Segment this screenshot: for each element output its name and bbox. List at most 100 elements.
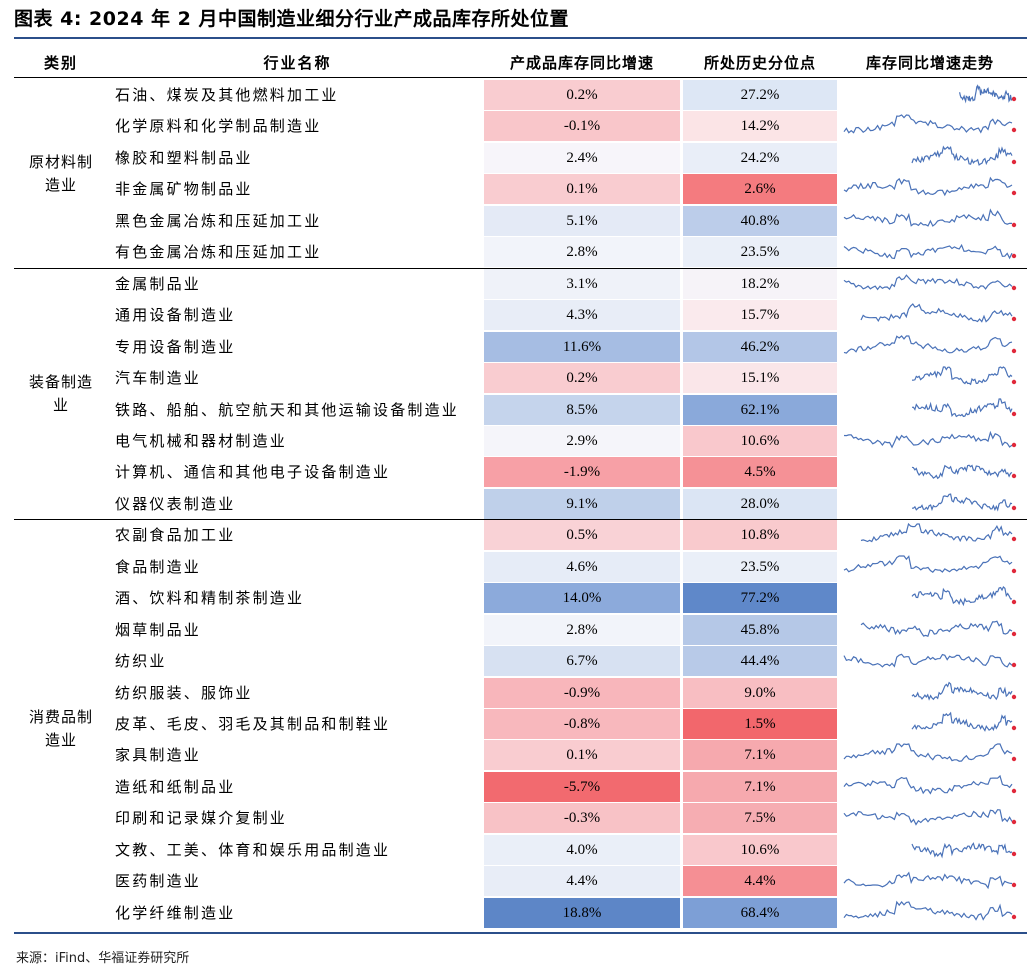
yoy-cell: -0.1% bbox=[484, 111, 680, 141]
percentile-cell: 10.6% bbox=[683, 426, 837, 456]
percentile-cell: 23.5% bbox=[683, 552, 837, 582]
percentile-cell: 68.4% bbox=[683, 898, 837, 928]
industry-name: 农副食品加工业 bbox=[115, 526, 236, 544]
percentile-cell: 4.4% bbox=[683, 866, 837, 896]
yoy-cell: 2.4% bbox=[484, 143, 680, 173]
industry-name: 化学纤维制造业 bbox=[115, 904, 236, 922]
trend-sparkline bbox=[843, 114, 1017, 134]
yoy-cell: 14.0% bbox=[484, 583, 680, 613]
sparkline-end-dot bbox=[1011, 285, 1017, 291]
sparkline-path bbox=[843, 114, 1013, 134]
group-label-line1: 原材料制 bbox=[28, 153, 93, 171]
group-label-line2: 造业 bbox=[44, 731, 77, 749]
percentile-cell: 9.0% bbox=[683, 678, 837, 708]
yoy-cell: 5.1% bbox=[484, 206, 680, 236]
sparkline-end-dot bbox=[1011, 536, 1017, 542]
trend-sparkline bbox=[860, 522, 1017, 543]
yoy-cell: -0.8% bbox=[484, 709, 680, 739]
sparkline-path bbox=[843, 335, 1013, 354]
sparkline-path bbox=[860, 303, 1013, 323]
industry-name: 金属制品业 bbox=[115, 275, 202, 293]
industry-name: 黑色金属冶炼和压延加工业 bbox=[115, 212, 322, 230]
trend-sparkline bbox=[911, 398, 1017, 418]
trend-sparkline bbox=[843, 430, 1017, 449]
industry-name: 铁路、船舶、航空航天和其他运输设备制造业 bbox=[115, 401, 460, 419]
trend-sparkline bbox=[911, 711, 1017, 732]
sparkline-path bbox=[843, 900, 1013, 921]
top-rule bbox=[14, 37, 1027, 39]
industry-name: 通用设备制造业 bbox=[115, 306, 236, 324]
industry-name: 计算机、通信和其他电子设备制造业 bbox=[115, 463, 391, 481]
percentile-cell: 7.5% bbox=[683, 803, 837, 833]
yoy-cell: 0.2% bbox=[484, 363, 680, 393]
industry-name: 有色金属冶炼和压延加工业 bbox=[115, 243, 322, 261]
sparkline-path bbox=[843, 274, 1013, 291]
percentile-cell: 15.1% bbox=[683, 363, 837, 393]
group-label-line1: 装备制造 bbox=[28, 373, 93, 391]
header-industry: 行业名称 bbox=[263, 54, 332, 72]
percentile-cell: 2.6% bbox=[683, 174, 837, 204]
industry-name: 烟草制品业 bbox=[115, 621, 202, 639]
industry-name: 纺织服装、服饰业 bbox=[115, 684, 253, 702]
sparkline-end-dot bbox=[1011, 411, 1017, 417]
sparkline-end-dot bbox=[1011, 127, 1017, 133]
yoy-cell: -0.3% bbox=[484, 803, 680, 833]
trend-sparkline bbox=[843, 774, 1017, 795]
industry-name: 化学原料和化学制品制造业 bbox=[115, 117, 322, 135]
sparkline-end-dot bbox=[1011, 694, 1017, 700]
sparkline-path bbox=[911, 842, 1013, 859]
sparkline-end-dot bbox=[1011, 159, 1017, 165]
percentile-cell: 18.2% bbox=[683, 269, 837, 299]
sparkline-end-dot bbox=[1011, 599, 1017, 605]
industry-name: 印刷和记录媒介复制业 bbox=[115, 809, 288, 827]
percentile-cell: 10.8% bbox=[683, 520, 837, 550]
yoy-cell: 4.3% bbox=[484, 300, 680, 330]
sparkline-path bbox=[843, 809, 1013, 826]
sparkline-path bbox=[843, 430, 1013, 449]
industry-name: 家具制造业 bbox=[115, 746, 202, 764]
trend-sparkline bbox=[843, 335, 1017, 354]
sparkline-end-dot bbox=[1011, 756, 1017, 762]
sparkline-path bbox=[959, 84, 1013, 104]
sparkline-path bbox=[911, 145, 1013, 166]
trend-sparkline bbox=[911, 464, 1017, 480]
yoy-cell: 2.9% bbox=[484, 426, 680, 456]
sparkline-end-dot bbox=[1011, 788, 1017, 794]
sparkline-path bbox=[860, 522, 1013, 543]
sparkline-end-dot bbox=[1011, 505, 1017, 511]
yoy-cell: 0.5% bbox=[484, 520, 680, 550]
trend-sparkline bbox=[843, 743, 1017, 762]
percentile-cell: 45.8% bbox=[683, 615, 837, 645]
yoy-cell: 4.0% bbox=[484, 835, 680, 865]
sparkline-end-dot bbox=[1011, 348, 1017, 354]
trend-sparkline bbox=[843, 871, 1017, 890]
trend-sparkline bbox=[843, 555, 1017, 574]
sparkline-path bbox=[911, 681, 1013, 701]
sparkline-end-dot bbox=[1011, 882, 1017, 888]
percentile-cell: 7.1% bbox=[683, 740, 837, 770]
group-label-line2: 业 bbox=[52, 396, 69, 414]
trend-sparkline bbox=[911, 681, 1017, 701]
group-rule-1 bbox=[14, 268, 1027, 269]
header-category: 类别 bbox=[43, 54, 78, 72]
percentile-cell: 40.8% bbox=[683, 206, 837, 236]
yoy-cell: 6.7% bbox=[484, 646, 680, 676]
bottom-rule bbox=[14, 932, 1027, 934]
percentile-cell: 15.7% bbox=[683, 300, 837, 330]
sparkline-end-dot bbox=[1011, 662, 1017, 668]
trend-sparkline bbox=[843, 208, 1017, 228]
sparkline-path bbox=[843, 653, 1013, 668]
trend-sparkline bbox=[843, 653, 1017, 668]
industry-name: 汽车制造业 bbox=[115, 369, 202, 387]
industry-name: 石油、煤炭及其他燃料加工业 bbox=[115, 86, 339, 104]
industry-name: 非金属矿物制品业 bbox=[115, 180, 253, 198]
trend-sparkline bbox=[843, 176, 1017, 197]
sparkline-path bbox=[911, 711, 1013, 732]
sparkline-end-dot bbox=[1011, 379, 1017, 385]
percentile-cell: 1.5% bbox=[683, 709, 837, 739]
header-yoy: 产成品库存同比增速 bbox=[509, 54, 654, 72]
sparkline-path bbox=[911, 464, 1013, 480]
sparkline-path bbox=[911, 586, 1013, 607]
industry-name: 仪器仪表制造业 bbox=[115, 495, 236, 513]
industry-name: 纺织业 bbox=[115, 652, 167, 670]
